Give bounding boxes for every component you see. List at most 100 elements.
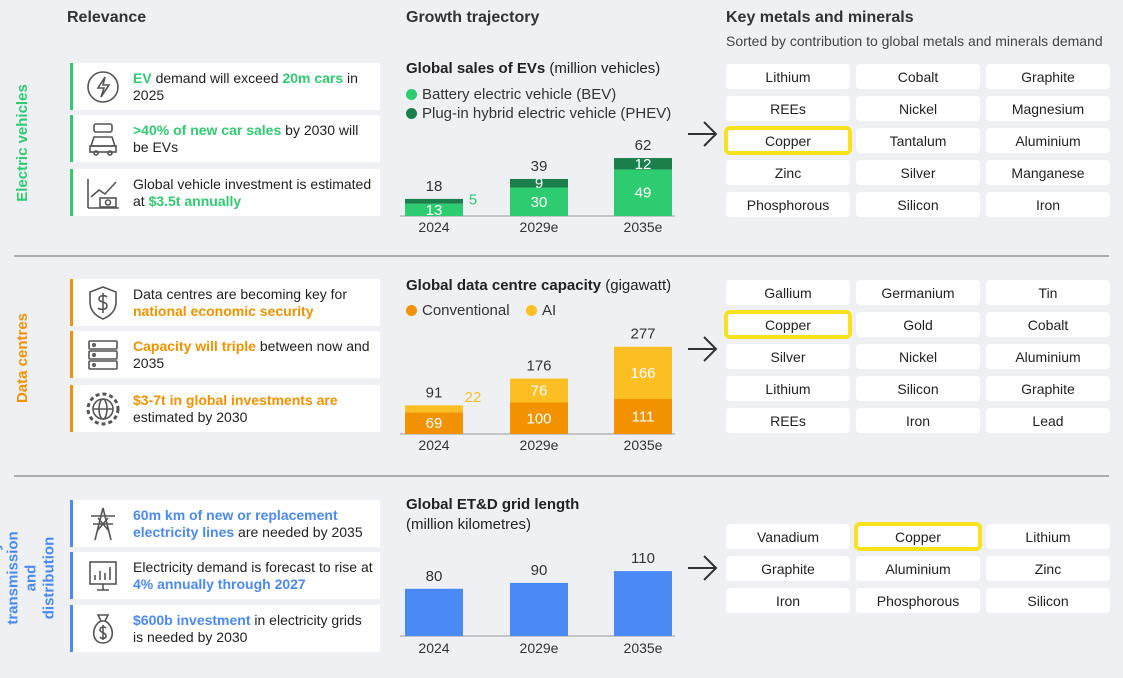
- investment-chart-icon: [73, 169, 133, 216]
- grid-length-chart: 80 2024 90 2029e 110 2035e: [400, 550, 675, 656]
- data-label: 9: [535, 175, 543, 192]
- mineral-tag: Manganese: [986, 160, 1110, 185]
- mineral-tag: Aluminium: [856, 556, 980, 581]
- relevance-card: 60m km of new or replacement electricity…: [70, 500, 380, 547]
- mineral-tag: Magnesium: [986, 96, 1110, 121]
- section-label-dc: Data centres: [14, 312, 32, 403]
- section-divider: [14, 475, 1109, 477]
- dc-capacity-chart: 69 22 91 2024 100 76 176 2029e 111 166 277 2035e: [400, 326, 675, 453]
- mineral-tag: Iron: [856, 408, 980, 433]
- mineral-tag: Gallium: [726, 280, 850, 305]
- mineral-tag: Lithium: [726, 64, 850, 89]
- legend-phev: Plug-in hybrid electric vehicle (PHEV): [406, 105, 671, 122]
- bar-segment: [405, 203, 463, 216]
- relevance-text: Electricity demand is forecast to rise a…: [133, 558, 373, 592]
- legend-dot: [406, 108, 417, 119]
- bar-segment: [405, 405, 463, 413]
- bar-segment: [510, 178, 568, 188]
- data-label: 80: [426, 568, 443, 585]
- bar: [614, 571, 672, 636]
- section-divider: [14, 255, 1109, 257]
- data-label: 13: [426, 202, 443, 219]
- data-label: 111: [632, 409, 655, 426]
- server-icon: [73, 331, 133, 378]
- section-label-etd: Electricity transmission and distributio…: [0, 531, 59, 625]
- legend-dot: [526, 305, 537, 316]
- mineral-tag: Cobalt: [986, 312, 1110, 337]
- mineral-tag: Aluminium: [986, 128, 1110, 153]
- ev-chart-title: Global sales of EVs (million vehicles): [406, 60, 661, 77]
- metals-subheader: Sorted by contribution to global metals …: [726, 33, 1103, 49]
- bar: [405, 588, 463, 636]
- relevance-card: Electricity demand is forecast to rise a…: [70, 552, 380, 599]
- mineral-tag: Tin: [986, 280, 1110, 305]
- mineral-tag: Vanadium: [726, 524, 850, 549]
- bar-segment: [510, 187, 568, 216]
- bar-segment: [614, 169, 672, 216]
- mineral-tag: Nickel: [856, 96, 980, 121]
- tick-label: 2029e: [520, 437, 559, 453]
- tick-label: 2024: [418, 219, 449, 235]
- ev-minerals-grid: Lithium Cobalt Graphite REEs Nickel Magnesium…: [724, 64, 1110, 217]
- mineral-tag: REEs: [726, 408, 850, 433]
- total-label: 39: [531, 158, 548, 175]
- legend-conventional: Conventional: [406, 302, 510, 319]
- relevance-text: >40% of new car sales by 2030 will be EV…: [133, 121, 359, 155]
- tick-label: 2035e: [624, 640, 663, 656]
- mineral-tag: REEs: [726, 96, 850, 121]
- relevance-text: $3-7t in global investments are estimate…: [133, 391, 338, 425]
- mineral-tag: Iron: [726, 588, 850, 613]
- arrow-right-icon: [688, 555, 718, 581]
- mineral-tag: Silicon: [856, 376, 980, 401]
- mineral-tag: Lead: [986, 408, 1110, 433]
- relevance-card: EV demand will exceed 20m cars in 2025: [70, 63, 380, 110]
- legend-bev: Battery electric vehicle (BEV): [406, 86, 616, 103]
- total-label: 91: [426, 384, 443, 401]
- bar-segment: [405, 412, 463, 434]
- legend-dot: [406, 89, 417, 100]
- relevance-card: Data centres are becoming key for nation…: [70, 279, 380, 326]
- mineral-tag: Graphite: [986, 64, 1110, 89]
- data-label: 90: [531, 562, 548, 579]
- mineral-tag: Iron: [986, 192, 1110, 217]
- mineral-tag: Graphite: [726, 556, 850, 581]
- bar-segment: [614, 158, 672, 170]
- dc-minerals-grid: Gallium Germanium Tin Copper Gold Cobalt Silve…: [724, 280, 1110, 433]
- demand-chart-icon: [73, 552, 133, 599]
- data-label: 22: [465, 389, 482, 406]
- etd-chart-unit: (million kilometres): [406, 516, 532, 533]
- transmission-tower-icon: [73, 500, 133, 547]
- mineral-tag: Cobalt: [856, 64, 980, 89]
- relevance-text: Global vehicle investment is estimated a…: [133, 175, 372, 209]
- bar-segment: [510, 378, 568, 403]
- section-label-ev: Electric vehicles: [14, 83, 32, 202]
- bar-segment: [510, 402, 568, 434]
- mineral-tag: Silver: [856, 160, 980, 185]
- tick-label: 2035e: [624, 219, 663, 235]
- bar-segment: [614, 346, 672, 400]
- etd-chart-title: Global ET&D grid length: [406, 496, 580, 513]
- relevance-text: Data centres are becoming key for nation…: [133, 285, 347, 319]
- mineral-tag: Phosphorous: [856, 588, 980, 613]
- tick-label: 2024: [418, 437, 449, 453]
- data-label: 30: [531, 194, 548, 211]
- mineral-tag: Graphite: [986, 376, 1110, 401]
- tick-label: 2035e: [624, 437, 663, 453]
- mineral-tag: Silicon: [856, 192, 980, 217]
- total-label: 176: [526, 358, 551, 375]
- relevance-card: >40% of new car sales by 2030 will be EV…: [70, 115, 380, 162]
- mineral-tag: Aluminium: [986, 344, 1110, 369]
- relevance-text: EV demand will exceed 20m cars in 2025: [133, 69, 358, 103]
- tick-label: 2029e: [520, 640, 559, 656]
- ev-charging-icon: [73, 63, 133, 110]
- mineral-tag: Silicon: [986, 588, 1110, 613]
- mineral-tag: Phosphorous: [726, 192, 850, 217]
- relevance-card: Capacity will triple between now and 203…: [70, 331, 380, 378]
- relevance-text: $600b investment in electricity grids is…: [133, 611, 362, 645]
- mineral-tag: Lithium: [986, 524, 1110, 549]
- shield-dollar-icon: [73, 279, 133, 326]
- dc-chart-title: Global data centre capacity (gigawatt): [406, 277, 672, 294]
- data-label: 5: [469, 191, 477, 208]
- mineral-tag: Zinc: [986, 556, 1110, 581]
- relevance-card: $3-7t in global investments are estimate…: [70, 385, 380, 432]
